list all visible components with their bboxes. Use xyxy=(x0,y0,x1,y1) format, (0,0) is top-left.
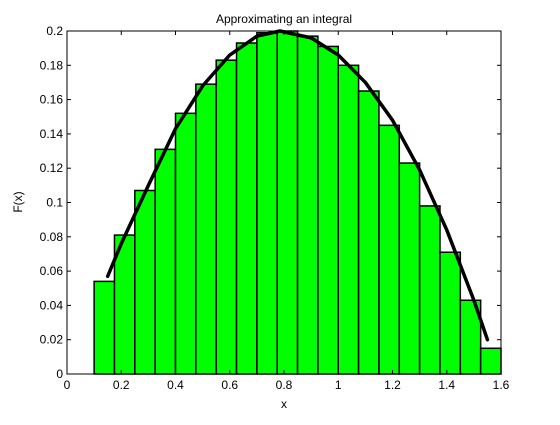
bar xyxy=(215,59,238,375)
y-tick-label: 0.16 xyxy=(40,93,64,107)
y-tick-label: 0 xyxy=(56,367,63,381)
bar xyxy=(256,31,278,375)
x-tick-label: 0.6 xyxy=(221,378,238,392)
x-tick-label: 1.2 xyxy=(384,378,401,392)
bar xyxy=(276,30,299,375)
y-tick-label: 0.08 xyxy=(40,230,64,244)
y-tick-label: 0.12 xyxy=(40,161,64,175)
bar xyxy=(134,189,156,375)
curve-layer xyxy=(105,29,490,342)
y-tick-label: 0.04 xyxy=(40,298,64,312)
bar xyxy=(317,45,339,375)
function-curve xyxy=(105,29,490,342)
bar xyxy=(174,112,197,375)
bar xyxy=(154,148,177,375)
x-tick-label: 0.4 xyxy=(167,378,184,392)
bar xyxy=(378,124,401,375)
x-tick-label: 0.2 xyxy=(113,378,130,392)
bar xyxy=(479,347,502,375)
y-tick-label: 0.14 xyxy=(40,127,64,141)
x-tick-label: 1.6 xyxy=(493,378,510,392)
chart-title: Approximating an integral xyxy=(216,12,352,26)
bar xyxy=(357,90,380,375)
y-tick-label: 0.02 xyxy=(40,333,64,347)
x-tick-label: 1.4 xyxy=(438,378,455,392)
bar xyxy=(418,205,441,375)
bar xyxy=(93,280,116,375)
y-axis-label: F(x) xyxy=(11,191,25,212)
x-tick-label: 0 xyxy=(64,378,71,392)
y-tick-label: 0.1 xyxy=(46,196,63,210)
ticks-layer: 0 0.2 0.4 0.6 0.8 1 1.2 1.4 1.6 0 0.02 0.04 0.06 0.08… xyxy=(40,24,510,392)
x-tick-label: 0.8 xyxy=(276,378,293,392)
bar xyxy=(195,83,217,375)
bar xyxy=(439,251,462,375)
y-tick-label: 0.06 xyxy=(40,264,64,278)
x-tick-label: 1 xyxy=(335,378,342,392)
bar xyxy=(337,64,360,375)
bar xyxy=(235,42,258,375)
bar xyxy=(398,162,421,375)
x-axis-label: x xyxy=(281,397,287,411)
y-tick-label: 0.18 xyxy=(40,58,64,72)
y-tick-label: 0.2 xyxy=(46,24,63,38)
bar xyxy=(296,35,319,375)
